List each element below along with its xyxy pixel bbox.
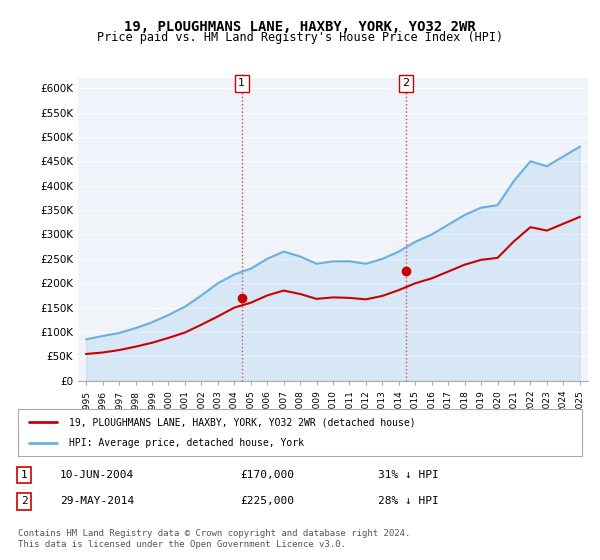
Text: 1: 1 (238, 78, 245, 88)
Text: 2: 2 (20, 496, 28, 506)
Text: 29-MAY-2014: 29-MAY-2014 (60, 496, 134, 506)
Text: 2: 2 (402, 78, 409, 88)
Text: £170,000: £170,000 (240, 470, 294, 480)
Text: HPI: Average price, detached house, York: HPI: Average price, detached house, York (69, 438, 304, 448)
Text: 31% ↓ HPI: 31% ↓ HPI (378, 470, 439, 480)
Text: 28% ↓ HPI: 28% ↓ HPI (378, 496, 439, 506)
Text: 10-JUN-2004: 10-JUN-2004 (60, 470, 134, 480)
Text: Price paid vs. HM Land Registry's House Price Index (HPI): Price paid vs. HM Land Registry's House … (97, 31, 503, 44)
Text: Contains HM Land Registry data © Crown copyright and database right 2024.
This d: Contains HM Land Registry data © Crown c… (18, 529, 410, 549)
Text: 19, PLOUGHMANS LANE, HAXBY, YORK, YO32 2WR (detached house): 19, PLOUGHMANS LANE, HAXBY, YORK, YO32 2… (69, 417, 415, 427)
Text: 19, PLOUGHMANS LANE, HAXBY, YORK, YO32 2WR: 19, PLOUGHMANS LANE, HAXBY, YORK, YO32 2… (124, 20, 476, 34)
Text: £225,000: £225,000 (240, 496, 294, 506)
Text: 1: 1 (20, 470, 28, 480)
